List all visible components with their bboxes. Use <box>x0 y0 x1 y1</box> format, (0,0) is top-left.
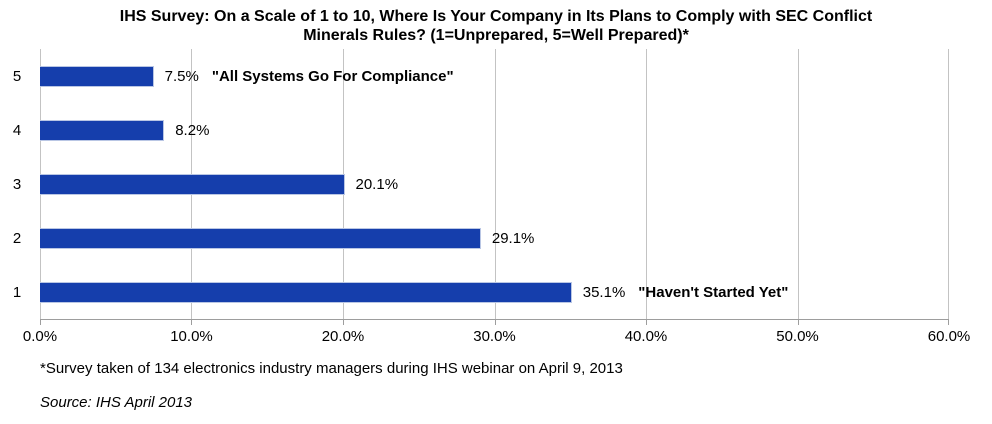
bar-row: 2 29.1% <box>13 211 949 265</box>
x-tick-label: 10.0% <box>170 328 213 346</box>
value-label: 20.1% <box>355 175 399 193</box>
bar-row: 5 7.5% "All Systems Go For Compliance" <box>13 49 949 103</box>
category-label: 5 <box>12 67 22 85</box>
plot-area: 0.0% 10.0% 20.0% 30.0% 40.0% 50.0% 60.0% 5 7.5% "… <box>13 49 970 345</box>
value-label: 7.5% <box>164 67 199 85</box>
gridline <box>948 49 949 320</box>
category-label: 2 <box>12 229 22 247</box>
gridline <box>797 49 799 320</box>
bar <box>40 281 572 303</box>
source-note: Source: IHS April 2013 <box>40 394 193 412</box>
value-label: 29.1% <box>491 229 535 247</box>
bar <box>40 65 154 87</box>
x-tick-label: 50.0% <box>776 328 819 346</box>
footnote: *Survey taken of 134 electronics industr… <box>40 360 623 378</box>
x-tick-label: 0.0% <box>22 328 58 346</box>
category-label: 3 <box>12 175 22 193</box>
x-tick-label: 30.0% <box>473 328 516 346</box>
axis-tick <box>494 319 496 326</box>
bar <box>40 173 345 195</box>
axis-tick <box>342 319 344 326</box>
value-label: 35.1% <box>582 283 626 301</box>
x-tick-label: 60.0% <box>927 328 971 346</box>
bar-row: 4 8.2% <box>13 103 949 157</box>
axis-tick <box>191 319 193 326</box>
bar <box>40 119 165 141</box>
axis-tick <box>40 319 41 326</box>
category-label: 4 <box>12 121 22 139</box>
category-label: 1 <box>12 283 22 301</box>
axis-tick <box>645 319 647 326</box>
x-tick-label: 40.0% <box>624 328 668 346</box>
gridline <box>494 49 496 320</box>
x-tick-label: 20.0% <box>321 328 365 346</box>
bar-annotation: "Haven't Started Yet" <box>638 283 789 301</box>
axis-tick <box>797 319 799 326</box>
bar-row: 1 35.1% "Haven't Started Yet" <box>13 265 949 319</box>
axis-tick <box>948 319 949 326</box>
bar <box>40 227 481 249</box>
value-label: 8.2% <box>175 121 210 139</box>
bar-row: 3 20.1% <box>13 157 949 211</box>
bar-annotation: "All Systems Go For Compliance" <box>211 67 454 85</box>
gridline <box>645 49 647 320</box>
chart-title: IHS Survey: On a Scale of 1 to 10, Where… <box>119 8 873 45</box>
